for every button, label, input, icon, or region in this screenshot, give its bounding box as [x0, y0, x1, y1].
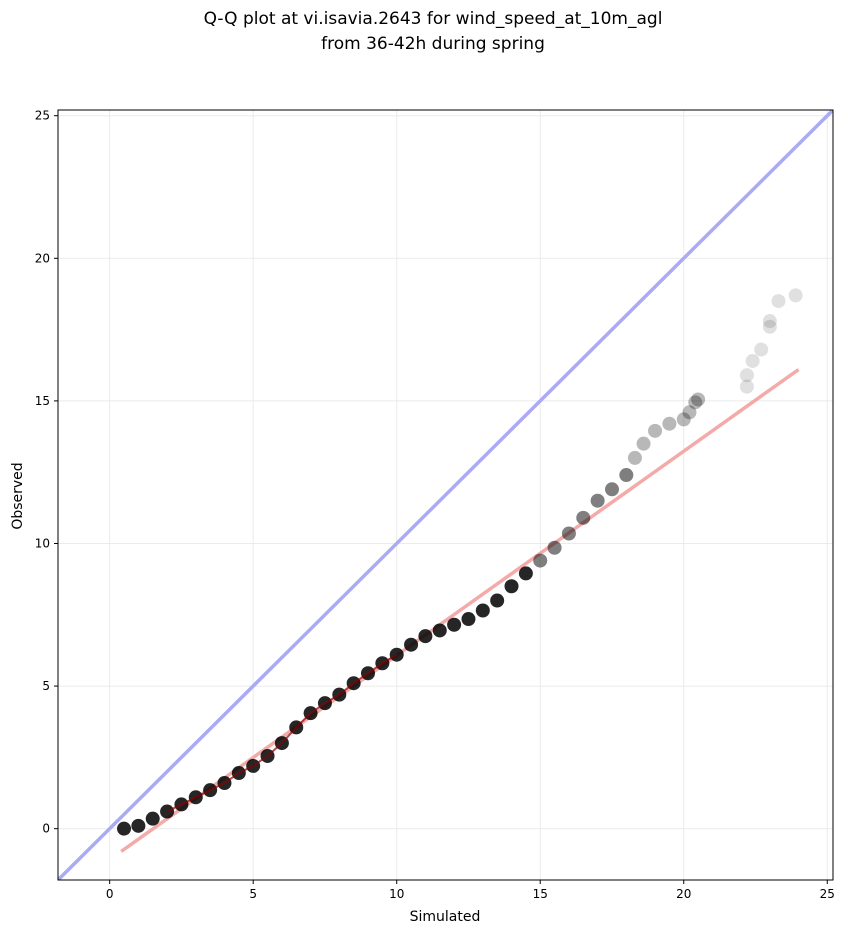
data-point — [762, 314, 777, 329]
data-point — [688, 395, 703, 410]
dense-region-overlay — [166, 653, 398, 813]
plot-frame — [57, 109, 834, 881]
chart-title: Q-Q plot at vi.isavia.2643 for wind_spee… — [204, 9, 663, 29]
data-point — [636, 436, 651, 451]
data-point — [604, 482, 619, 497]
x-tick-label: 0 — [106, 887, 114, 901]
y-tick-label: 0 — [42, 822, 50, 836]
data-point — [547, 540, 562, 555]
axis-ticks: 0 5 10 15 20 25 0 5 10 15 20 25 — [35, 109, 835, 901]
x-tick-label: 10 — [389, 887, 404, 901]
x-tick-label: 25 — [820, 887, 835, 901]
data-point — [662, 416, 677, 431]
data-point — [682, 405, 697, 420]
data-point — [619, 468, 634, 483]
data-point — [745, 353, 760, 368]
data-point — [404, 637, 419, 652]
data-point — [561, 526, 576, 541]
y-axis-label: Observed — [10, 462, 26, 529]
x-axis-label: Simulated — [410, 909, 481, 925]
data-point — [771, 294, 786, 309]
grid — [58, 110, 833, 880]
data-point — [739, 379, 754, 394]
data-point — [518, 566, 533, 581]
data-point — [788, 288, 803, 303]
data-point — [418, 629, 433, 644]
x-tick-label: 5 — [249, 887, 257, 901]
data-point — [461, 612, 476, 627]
x-tick-label: 15 — [533, 887, 548, 901]
data-point — [447, 617, 462, 632]
data-point — [576, 510, 591, 525]
data-point — [739, 368, 754, 383]
data-point — [117, 821, 132, 836]
y-tick-label: 20 — [35, 251, 50, 265]
data-point — [627, 450, 642, 465]
data-point — [504, 579, 519, 594]
data-point — [432, 623, 447, 638]
data-point — [648, 423, 663, 438]
chart-subtitle: from 36-42h during spring — [321, 34, 545, 54]
data-point — [754, 342, 769, 357]
data-point — [131, 818, 146, 833]
data-point — [762, 319, 777, 334]
y-tick-label: 10 — [35, 536, 50, 550]
data-point — [490, 593, 505, 608]
data-point — [676, 412, 691, 427]
y-tick-label: 25 — [35, 109, 50, 123]
identity-reference-line — [58, 110, 833, 880]
data-points — [117, 288, 803, 836]
data-point — [475, 603, 490, 618]
y-tick-label: 15 — [35, 394, 50, 408]
data-point — [145, 811, 160, 826]
data-point — [590, 493, 605, 508]
x-tick-label: 20 — [676, 887, 691, 901]
y-tick-label: 5 — [42, 679, 50, 693]
data-point — [533, 553, 548, 568]
data-point — [691, 392, 706, 407]
